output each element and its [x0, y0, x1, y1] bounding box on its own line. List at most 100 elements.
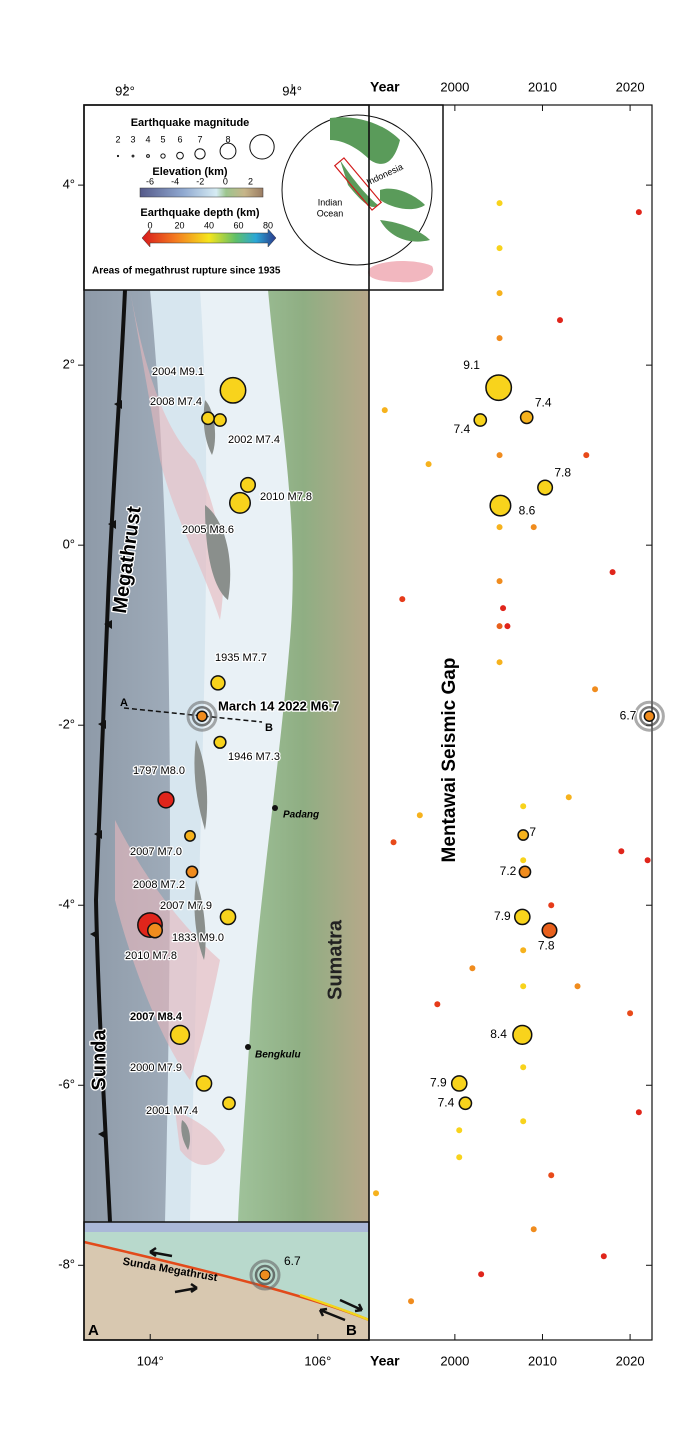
y-tick-label: -2° — [58, 717, 75, 732]
minor-event — [496, 524, 503, 531]
minor-event — [520, 803, 527, 810]
minor-event — [583, 452, 590, 459]
map-event — [213, 735, 227, 749]
magnitude-symbol — [194, 148, 206, 160]
highlight-ring — [639, 705, 660, 727]
profile-end-label: A — [120, 697, 128, 709]
minor-event — [644, 857, 651, 864]
minor-event — [504, 623, 511, 630]
colorbar-tick-label: 40 — [204, 220, 214, 230]
minor-event — [530, 524, 537, 531]
minor-event — [469, 965, 476, 972]
magnitude-symbol — [176, 151, 184, 160]
map-event — [239, 476, 257, 493]
colorbar-tick-label: 20 — [174, 220, 184, 230]
magnitude-symbol — [116, 154, 120, 158]
minor-event — [496, 335, 503, 342]
map-event — [184, 830, 196, 842]
minor-event — [496, 245, 503, 252]
magnitude-label: 7.9 — [430, 1076, 447, 1090]
minor-event — [390, 839, 397, 846]
event — [513, 908, 531, 926]
inset-label: Ocean — [317, 208, 344, 218]
colorbar-tick-label: -6 — [146, 176, 154, 186]
inset-label: Indian — [318, 197, 343, 207]
minor-event — [478, 1271, 485, 1278]
magnitude-label: 7.4 — [438, 1095, 455, 1109]
event — [473, 413, 488, 427]
profile-end-label: B — [265, 722, 273, 734]
x-tick-label: 104° — [137, 1353, 164, 1368]
minor-event — [635, 1109, 642, 1116]
minor-event — [548, 902, 555, 909]
map-event — [195, 1075, 213, 1092]
magnitude-label: 7.4 — [453, 422, 470, 436]
map-background — [84, 105, 369, 1222]
event — [489, 494, 512, 517]
x-tick-label: 2020 — [616, 79, 645, 94]
city-label: Bengkulu — [255, 1050, 301, 1061]
x-tick-label: 2000 — [440, 1353, 469, 1368]
minor-event — [399, 596, 406, 603]
y-tick-label: -4° — [58, 897, 75, 912]
chart-frame — [368, 104, 653, 1341]
magnitude-symbol — [146, 154, 150, 158]
event — [518, 865, 532, 879]
event-label: 2010 M7.8 — [125, 950, 177, 962]
land-label: Sumatra — [324, 919, 346, 1000]
y-tick-label: 0° — [63, 537, 75, 552]
magnitude-symbol — [131, 154, 135, 158]
x-tick-label: 106° — [304, 1353, 331, 1368]
minor-event — [565, 794, 572, 801]
x-tick-label: 92° — [115, 83, 135, 98]
event-label: 2007 M8.4 — [130, 1011, 183, 1023]
event-label: 6.7 — [284, 1254, 301, 1268]
magnitude-symbol — [219, 142, 237, 160]
minor-event — [496, 578, 503, 585]
minor-event — [609, 569, 616, 576]
event — [458, 1096, 473, 1111]
minor-event — [548, 1172, 555, 1179]
event-label: 2010 M7.8 — [260, 491, 312, 503]
minor-event — [500, 605, 507, 612]
map-event — [146, 922, 164, 939]
minor-event — [496, 452, 503, 459]
magnitude-label: 7.8 — [538, 939, 555, 953]
event-label: 2000 M7.9 — [130, 1062, 182, 1074]
minor-event — [520, 857, 527, 864]
magnitude-label: 6 — [177, 134, 182, 144]
minor-event — [496, 200, 503, 207]
minor-event — [496, 290, 503, 297]
minor-event — [618, 848, 625, 855]
minor-event — [574, 983, 581, 990]
depth-colorbar — [141, 228, 277, 248]
profile-end-label: A — [88, 1322, 99, 1339]
x-tick-label: 2010 — [528, 79, 557, 94]
trench-label: Sunda — [88, 1029, 110, 1091]
map-event — [219, 376, 247, 404]
event-label: 1797 M8.0 — [133, 765, 185, 777]
minor-event — [520, 1064, 527, 1071]
event-label: 2001 M7.4 — [146, 1105, 198, 1117]
event-label: 2008 M7.2 — [133, 879, 185, 891]
magnitude-label: 7.4 — [535, 396, 552, 410]
magnitude-label: 7.2 — [500, 864, 517, 878]
colorbar-tick-label: 2 — [248, 176, 253, 186]
magnitude-label: 6.7 — [620, 708, 637, 722]
legend-title: Earthquake depth (km) — [140, 207, 260, 219]
minor-event — [416, 812, 423, 819]
minor-event — [627, 1010, 634, 1017]
event-label: 2002 M7.4 — [228, 434, 280, 446]
minor-event — [530, 1226, 537, 1233]
event-label: 2008 M7.4 — [150, 396, 202, 408]
minor-event — [520, 947, 527, 954]
x-tick-label: 2000 — [440, 79, 469, 94]
highlight-ring — [191, 705, 213, 727]
map-event — [210, 675, 226, 691]
colorbar-tick-label: 60 — [233, 220, 243, 230]
legend-title: Areas of megathrust rupture since 1935 — [92, 266, 281, 277]
magnitude-label: 9.1 — [463, 358, 480, 372]
event-label: March 14 2022 M6.7 — [218, 698, 339, 713]
magnitude-symbol — [249, 134, 275, 160]
event — [643, 710, 656, 722]
